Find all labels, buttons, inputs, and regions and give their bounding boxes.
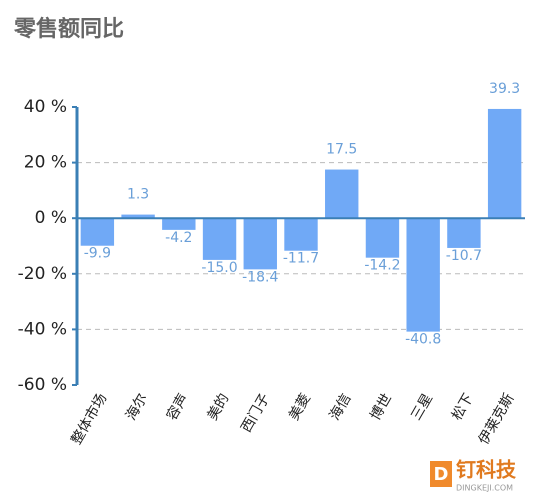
bar (447, 218, 481, 248)
x-tick-label: 整体市场 (68, 391, 111, 448)
bar (80, 218, 115, 246)
bar (162, 218, 196, 230)
value-label: -18.4 (242, 269, 278, 285)
x-tick-label: 伊莱克斯 (476, 391, 518, 447)
value-label: -10.7 (446, 248, 482, 264)
x-tick-label: 容声 (163, 391, 192, 424)
x-tick-label: 海信 (327, 391, 355, 423)
value-label: 1.3 (127, 187, 149, 203)
y-tick-label: -20 % (18, 264, 67, 284)
bar (487, 108, 522, 219)
watermark-brand: 钉科技 (456, 458, 517, 482)
x-tick-label: 博世 (367, 391, 396, 424)
x-tick-label: 海尔 (123, 391, 151, 423)
x-tick-label: 三星 (408, 391, 436, 423)
value-label: -14.2 (364, 258, 400, 274)
value-label: -9.9 (84, 246, 111, 262)
value-label: -4.2 (165, 230, 192, 246)
logo-icon (430, 461, 452, 487)
bar (325, 169, 359, 219)
x-tick-label: 松下 (449, 391, 477, 423)
value-label: -15.0 (201, 260, 237, 276)
x-tick-label: 美菱 (286, 391, 314, 423)
value-label: -11.7 (283, 251, 319, 267)
chart-title: 零售额同比 (13, 16, 124, 42)
y-tick-label: -60 % (18, 375, 67, 395)
y-tick-label: -40 % (18, 319, 67, 339)
x-tick-label: 美的 (205, 391, 233, 423)
x-tick-label: 西门子 (238, 391, 273, 435)
y-tick-label: 40 % (24, 97, 67, 117)
bar (365, 218, 400, 258)
watermark-site: DINGKEJI.COM (456, 484, 513, 493)
value-label: 17.5 (326, 142, 357, 158)
y-tick-label: 20 % (24, 153, 67, 173)
bar (121, 214, 155, 219)
value-label: -40.8 (405, 332, 441, 348)
value-label: 39.3 (489, 81, 520, 97)
bar (284, 218, 318, 251)
bar (406, 218, 440, 332)
bar (243, 218, 277, 270)
logo-letter: D (434, 464, 449, 485)
y-tick-label: 0 % (35, 208, 67, 228)
bar (202, 218, 237, 260)
